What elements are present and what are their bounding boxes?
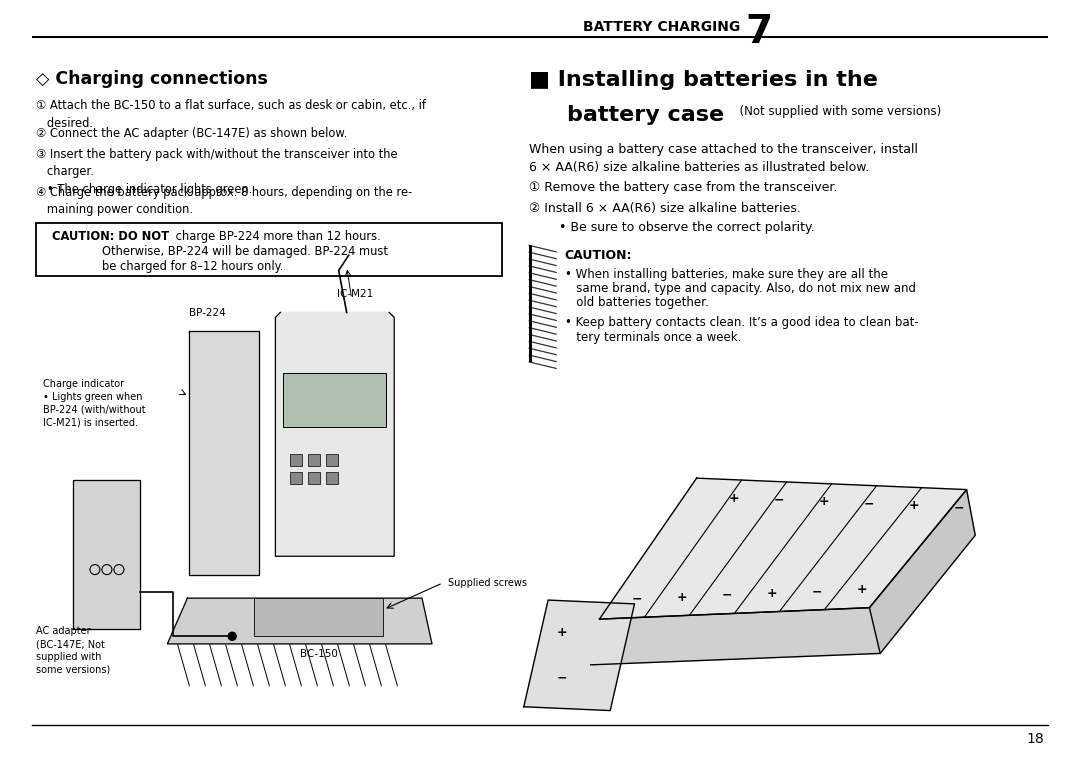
Bar — [529, 245, 532, 362]
Text: CAUTION: DO NOT: CAUTION: DO NOT — [52, 230, 168, 243]
Text: BATTERY CHARGING: BATTERY CHARGING — [582, 21, 740, 34]
Text: +: + — [819, 495, 829, 508]
Bar — [283, 373, 387, 427]
Text: −: − — [631, 593, 642, 606]
Text: ③ Insert the battery pack with/without the transceiver into the
   charger.
   •: ③ Insert the battery pack with/without t… — [36, 148, 397, 196]
Text: Supplied screws: Supplied screws — [448, 578, 527, 588]
Polygon shape — [869, 489, 975, 653]
Text: AC adapter
(BC-147E; Not
supplied with
some versions): AC adapter (BC-147E; Not supplied with s… — [36, 626, 110, 675]
Bar — [326, 454, 338, 466]
Text: same brand, type and capacity. Also, do not mix new and: same brand, type and capacity. Also, do … — [565, 282, 916, 295]
Text: ① Attach the BC-150 to a flat surface, such as desk or cabin, etc., if
   desire: ① Attach the BC-150 to a flat surface, s… — [36, 99, 426, 130]
Bar — [291, 454, 302, 466]
Bar — [309, 454, 321, 466]
Text: When using a battery case attached to the transceiver, install
6 × AA(R6) size a: When using a battery case attached to th… — [529, 143, 918, 174]
Text: ② Install 6 × AA(R6) size alkaline batteries.: ② Install 6 × AA(R6) size alkaline batte… — [529, 202, 801, 215]
Polygon shape — [73, 480, 140, 629]
Bar — [326, 472, 338, 484]
Text: −: − — [863, 498, 874, 511]
Polygon shape — [167, 598, 432, 644]
Text: 7: 7 — [745, 13, 772, 51]
Text: ② Connect the AC adapter (BC-147E) as shown below.: ② Connect the AC adapter (BC-147E) as sh… — [36, 127, 347, 140]
Text: +: + — [728, 491, 739, 504]
Polygon shape — [591, 608, 880, 664]
Text: BP-224: BP-224 — [189, 308, 226, 318]
Bar — [309, 472, 321, 484]
Text: Charge indicator
• Lights green when
BP-224 (with/without
IC-M21) is inserted.: Charge indicator • Lights green when BP-… — [43, 379, 146, 427]
Text: 18: 18 — [1027, 732, 1044, 746]
Text: • Be sure to observe the correct polarity.: • Be sure to observe the correct polarit… — [559, 221, 815, 234]
Text: ■ Installing batteries in the: ■ Installing batteries in the — [529, 70, 878, 90]
Text: −: − — [954, 501, 964, 514]
Text: IC-M21: IC-M21 — [337, 290, 373, 299]
Text: Otherwise, BP-224 will be damaged. BP-224 must: Otherwise, BP-224 will be damaged. BP-22… — [102, 245, 388, 258]
Text: be charged for 8–12 hours only.: be charged for 8–12 hours only. — [102, 260, 283, 273]
Text: BC-150: BC-150 — [299, 649, 338, 659]
Text: ① Remove the battery case from the transceiver.: ① Remove the battery case from the trans… — [529, 181, 838, 194]
Polygon shape — [189, 331, 259, 575]
Text: (Not supplied with some versions): (Not supplied with some versions) — [732, 105, 942, 118]
Polygon shape — [275, 312, 394, 556]
Text: CAUTION:: CAUTION: — [565, 249, 633, 262]
Text: −: − — [556, 671, 567, 685]
Text: charge BP-224 more than 12 hours.: charge BP-224 more than 12 hours. — [172, 230, 380, 243]
Text: ◇ Charging connections: ◇ Charging connections — [36, 70, 268, 88]
Text: tery terminals once a week.: tery terminals once a week. — [565, 331, 741, 344]
Text: • Keep battery contacts clean. It’s a good idea to clean bat-: • Keep battery contacts clean. It’s a go… — [565, 316, 919, 329]
Text: −: − — [721, 589, 732, 602]
Polygon shape — [599, 479, 967, 619]
Bar — [36, 223, 502, 276]
Text: +: + — [556, 626, 567, 639]
Text: −: − — [773, 494, 784, 507]
Text: +: + — [676, 591, 687, 604]
Text: ④ Charge the battery pack approx. 8 hours, depending on the re-
   maining power: ④ Charge the battery pack approx. 8 hour… — [36, 186, 411, 216]
Polygon shape — [524, 600, 634, 710]
Text: +: + — [766, 587, 777, 600]
Text: +: + — [856, 583, 867, 596]
Circle shape — [228, 632, 237, 640]
Text: +: + — [908, 499, 919, 512]
Text: −: − — [811, 585, 822, 598]
Bar — [291, 472, 302, 484]
Text: • When installing batteries, make sure they are all the: • When installing batteries, make sure t… — [565, 268, 888, 281]
Text: old batteries together.: old batteries together. — [565, 296, 708, 309]
Bar — [254, 598, 383, 636]
Text: battery case: battery case — [567, 105, 724, 125]
